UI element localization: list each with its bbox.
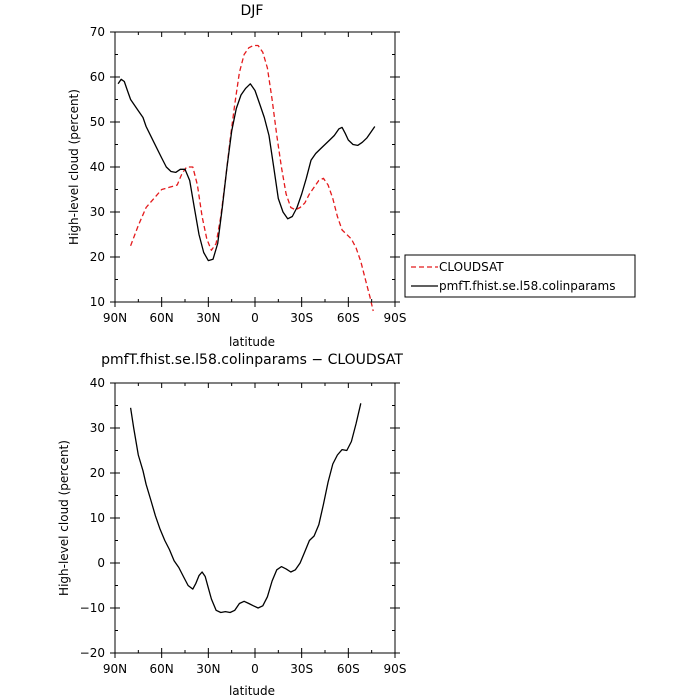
top-x-tick-label: 30S bbox=[290, 311, 313, 325]
top-chart: DJF 90N 60N 30N 0 30S 60S 90S 10 20 30 40 50 60 70 la… bbox=[67, 3, 636, 349]
top-x-tick-label: 90N bbox=[103, 311, 127, 325]
bottom-y-tick-label: −10 bbox=[80, 601, 105, 615]
bottom-x-tick-label: 90S bbox=[384, 662, 407, 676]
bottom-chart-title: pmfT.fhist.se.l58.colinparams − CLOUDSAT bbox=[101, 352, 403, 368]
bottom-chart-series-layer bbox=[129, 403, 362, 614]
bottom-y-tick-label: 30 bbox=[90, 421, 105, 435]
top-y-tick-label: 50 bbox=[90, 115, 105, 129]
top-x-tick-label: 60S bbox=[337, 311, 360, 325]
top-chart-y-axis-title: High-level cloud (percent) bbox=[67, 89, 81, 245]
top-series-line-1 bbox=[117, 78, 376, 262]
bottom-y-tick-label: 20 bbox=[90, 466, 105, 480]
top-y-tick-label: 30 bbox=[90, 205, 105, 219]
bottom-y-tick-label: 40 bbox=[90, 376, 105, 390]
bottom-chart-ticks: 90N 60N 30N 0 30S 60S 90S −20 −10 0 10 20 30 40 bbox=[80, 376, 407, 676]
top-x-tick-label: 90S bbox=[384, 311, 407, 325]
legend-label-cloudsat: CLOUDSAT bbox=[439, 260, 504, 274]
legend-label-model: pmfT.fhist.se.l58.colinparams bbox=[439, 279, 615, 293]
top-y-tick-label: 10 bbox=[90, 295, 105, 309]
top-chart-title: DJF bbox=[241, 3, 264, 19]
top-x-tick-label: 60N bbox=[150, 311, 174, 325]
bottom-chart: pmfT.fhist.se.l58.colinparams − CLOUDSAT… bbox=[57, 352, 406, 698]
bottom-x-tick-label: 60S bbox=[337, 662, 360, 676]
top-y-tick-label: 70 bbox=[90, 25, 105, 39]
top-x-tick-label: 0 bbox=[251, 311, 259, 325]
legend-box bbox=[404, 254, 636, 298]
bottom-x-tick-label: 0 bbox=[251, 662, 259, 676]
bottom-x-tick-label: 30N bbox=[196, 662, 220, 676]
top-chart-x-axis-title: latitude bbox=[229, 335, 275, 349]
top-chart-series-layer bbox=[117, 44, 376, 312]
top-x-tick-label: 30N bbox=[196, 311, 220, 325]
bottom-chart-plot-frame bbox=[114, 382, 396, 654]
top-y-tick-label: 40 bbox=[90, 160, 105, 174]
bottom-x-tick-label: 90N bbox=[103, 662, 127, 676]
bottom-x-tick-label: 30S bbox=[290, 662, 313, 676]
bottom-x-tick-label: 60N bbox=[150, 662, 174, 676]
top-y-tick-label: 20 bbox=[90, 250, 105, 264]
top-series-line-0 bbox=[129, 44, 374, 312]
bottom-y-tick-label: −20 bbox=[80, 646, 105, 660]
bottom-y-tick-label: 0 bbox=[97, 556, 105, 570]
bottom-series-line-0 bbox=[129, 403, 362, 614]
top-chart-legend: CLOUDSAT pmfT.fhist.se.l58.colinparams bbox=[404, 254, 636, 298]
top-y-tick-label: 60 bbox=[90, 70, 105, 84]
bottom-chart-y-axis-title: High-level cloud (percent) bbox=[57, 440, 71, 596]
top-chart-plot-frame bbox=[114, 31, 396, 303]
bottom-y-tick-label: 10 bbox=[90, 511, 105, 525]
bottom-chart-x-axis-title: latitude bbox=[229, 684, 275, 698]
top-chart-ticks: 90N 60N 30N 0 30S 60S 90S 10 20 30 40 50 60 70 bbox=[90, 25, 407, 325]
